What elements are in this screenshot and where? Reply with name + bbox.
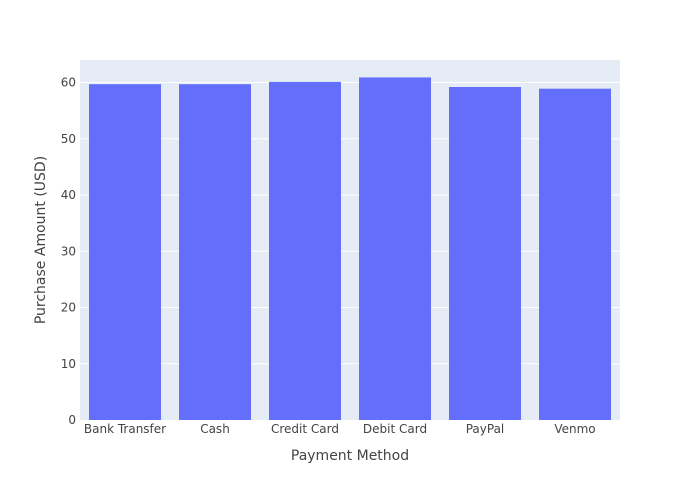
y-tick-label: 30 (61, 244, 76, 258)
x-axis-ticks: Bank Transfer Cash Credit Card Debit Card Pa… (84, 422, 596, 436)
bar-bank-transfer[interactable] (89, 84, 161, 420)
x-tick-label: Credit Card (271, 422, 339, 436)
x-tick-label: Cash (200, 422, 230, 436)
bar-cash[interactable] (179, 84, 251, 420)
y-tick-label: 20 (61, 301, 76, 315)
y-tick-label: 40 (61, 188, 76, 202)
y-tick-label: 50 (61, 132, 76, 146)
bar-debit-card[interactable] (359, 77, 431, 420)
y-axis-ticks: 0 10 20 30 40 50 60 (61, 76, 76, 428)
bar-credit-card[interactable] (269, 81, 341, 420)
y-tick-label: 10 (61, 357, 76, 371)
x-axis-title: Payment Method (291, 448, 409, 464)
x-tick-label: Venmo (554, 422, 595, 436)
y-tick-label: 0 (68, 413, 76, 427)
x-tick-label: Debit Card (363, 422, 427, 436)
y-tick-label: 60 (61, 76, 76, 90)
y-axis-title: Purchase Amount (USD) (33, 156, 49, 324)
gridlines (80, 82, 620, 365)
x-tick-label: PayPal (466, 422, 505, 436)
plot-area (80, 60, 620, 420)
bar-paypal[interactable] (449, 87, 521, 420)
x-tick-label: Bank Transfer (84, 422, 166, 436)
bar-venmo[interactable] (539, 88, 611, 420)
bars (89, 77, 611, 420)
